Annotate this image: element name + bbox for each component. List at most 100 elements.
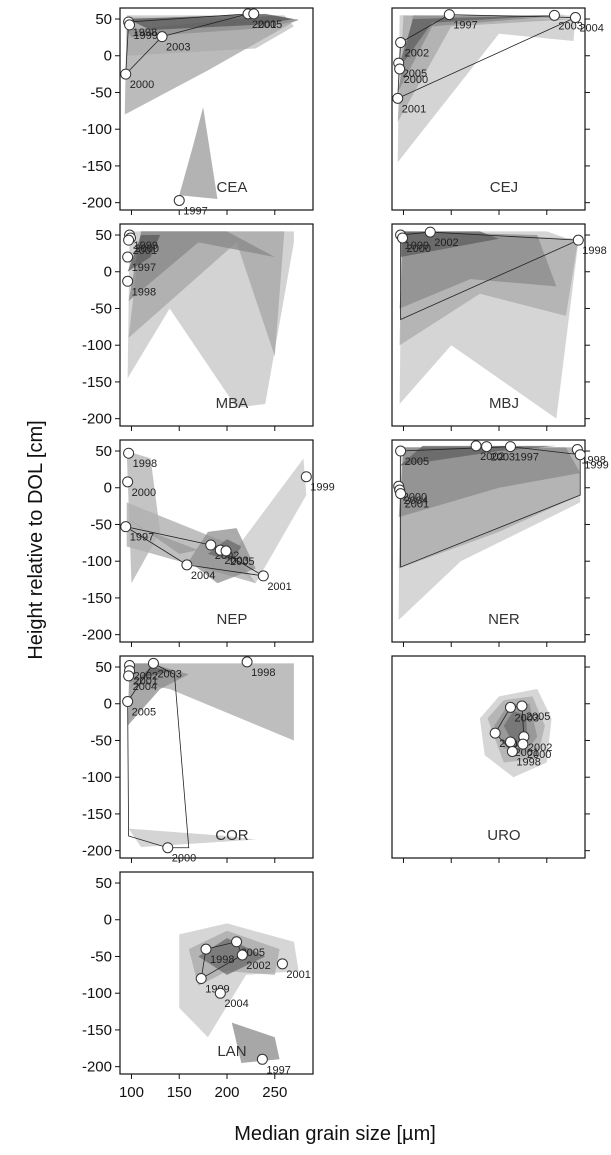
data-point (120, 68, 132, 80)
data-point (572, 234, 584, 246)
y-tick-label: -100 (82, 553, 112, 570)
point-label: 2001 (402, 103, 426, 115)
point-label: 1997 (266, 1064, 290, 1076)
y-tick-label: 0 (104, 480, 112, 497)
data-point (214, 987, 226, 999)
point-label: 2005 (526, 711, 550, 723)
panel-name-label: NEP (217, 611, 248, 628)
point-label: 2004 (191, 570, 215, 582)
panel-name-label: LAN (217, 1043, 246, 1060)
x-tick-label: 250 (262, 1084, 287, 1101)
y-tick-label: -50 (90, 948, 112, 965)
panel-frame (391, 223, 586, 427)
point-label: 1997 (132, 262, 156, 274)
y-tick-label: 50 (95, 11, 112, 28)
shaded-region (397, 15, 576, 163)
shaded-regions (127, 662, 294, 849)
panel-name-label: MBJ (489, 395, 519, 412)
y-tick-label: -200 (82, 1059, 112, 1076)
data-point (122, 476, 134, 488)
point-label: 1999 (134, 30, 158, 42)
point-label: 2000 (407, 243, 431, 255)
shaded-regions (399, 231, 579, 419)
point-label: 1998 (581, 455, 605, 467)
shaded-region (126, 517, 199, 554)
point-label: 2004 (579, 23, 603, 35)
data-point (506, 745, 518, 757)
y-tick-label: -200 (82, 195, 112, 212)
shaded-region (399, 231, 557, 309)
shaded-region (398, 447, 581, 518)
data-point (122, 696, 134, 708)
shaded-region (179, 107, 218, 199)
data-point (548, 9, 560, 21)
shaded-region (231, 1022, 280, 1063)
point-label: 1998 (210, 954, 234, 966)
point-label: 2001 (267, 581, 291, 593)
data-point (574, 449, 586, 461)
point-label: 2000 (404, 74, 428, 86)
point-label: 1998 (516, 756, 540, 768)
panel-frame (119, 439, 314, 643)
point-label: 2004 (133, 681, 157, 693)
data-point (257, 570, 269, 582)
point-label: 2003 (166, 42, 190, 54)
y-tick-label: 0 (104, 912, 112, 929)
shaded-region (127, 235, 161, 272)
shaded-region (399, 445, 557, 466)
point-label: 2002 (528, 742, 552, 754)
panel-frame (119, 655, 314, 859)
point-label: 2000 (135, 243, 159, 255)
shaded-regions (124, 13, 299, 199)
data-point (181, 559, 193, 571)
point-label: 2001 (133, 245, 157, 257)
y-tick-label: -200 (82, 843, 112, 860)
panel-name-label: CEJ (490, 179, 518, 196)
point-label: 2003 (491, 452, 515, 464)
data-point (392, 92, 404, 104)
hull-outline (400, 446, 581, 568)
point-label: 1999 (310, 482, 334, 494)
y-tick-label: 50 (95, 443, 112, 460)
data-point (123, 234, 135, 246)
x-tick-label: 200 (214, 1084, 239, 1101)
point-label: 2002 (480, 451, 504, 463)
y-tick-label: -150 (82, 590, 112, 607)
y-tick-label: -50 (90, 84, 112, 101)
shaded-region (397, 14, 566, 71)
point-label: 2002 (134, 671, 158, 683)
data-point (122, 275, 134, 287)
panel-frame (391, 439, 586, 643)
y-tick-label: -150 (82, 374, 112, 391)
shaded-regions (127, 231, 294, 408)
shaded-region (128, 667, 175, 690)
point-label: 1999 (584, 460, 608, 472)
data-point (200, 943, 212, 955)
point-label: 1998 (582, 245, 606, 257)
point-label: 2003 (157, 668, 181, 680)
y-tick-label: -100 (82, 769, 112, 786)
y-tick-label: -150 (82, 158, 112, 175)
x-tick-label: 100 (119, 1084, 144, 1101)
y-tick-label: -50 (90, 300, 112, 317)
shaded-regions (398, 445, 581, 620)
data-point (276, 958, 288, 970)
panel-name-label: COR (215, 827, 249, 844)
y-tick-label: -100 (82, 985, 112, 1002)
panel-uro: 2003200520042002200120001998URO (391, 655, 590, 863)
point-label: 2005 (403, 68, 427, 80)
data-point (300, 471, 312, 483)
point-label: 1997 (514, 452, 538, 464)
data-point (504, 441, 516, 453)
panel-frame (119, 7, 314, 211)
data-point (124, 19, 136, 31)
point-label: 2003 (514, 712, 538, 724)
y-tick-label: -150 (82, 806, 112, 823)
data-point (205, 539, 217, 551)
data-point (569, 12, 581, 24)
